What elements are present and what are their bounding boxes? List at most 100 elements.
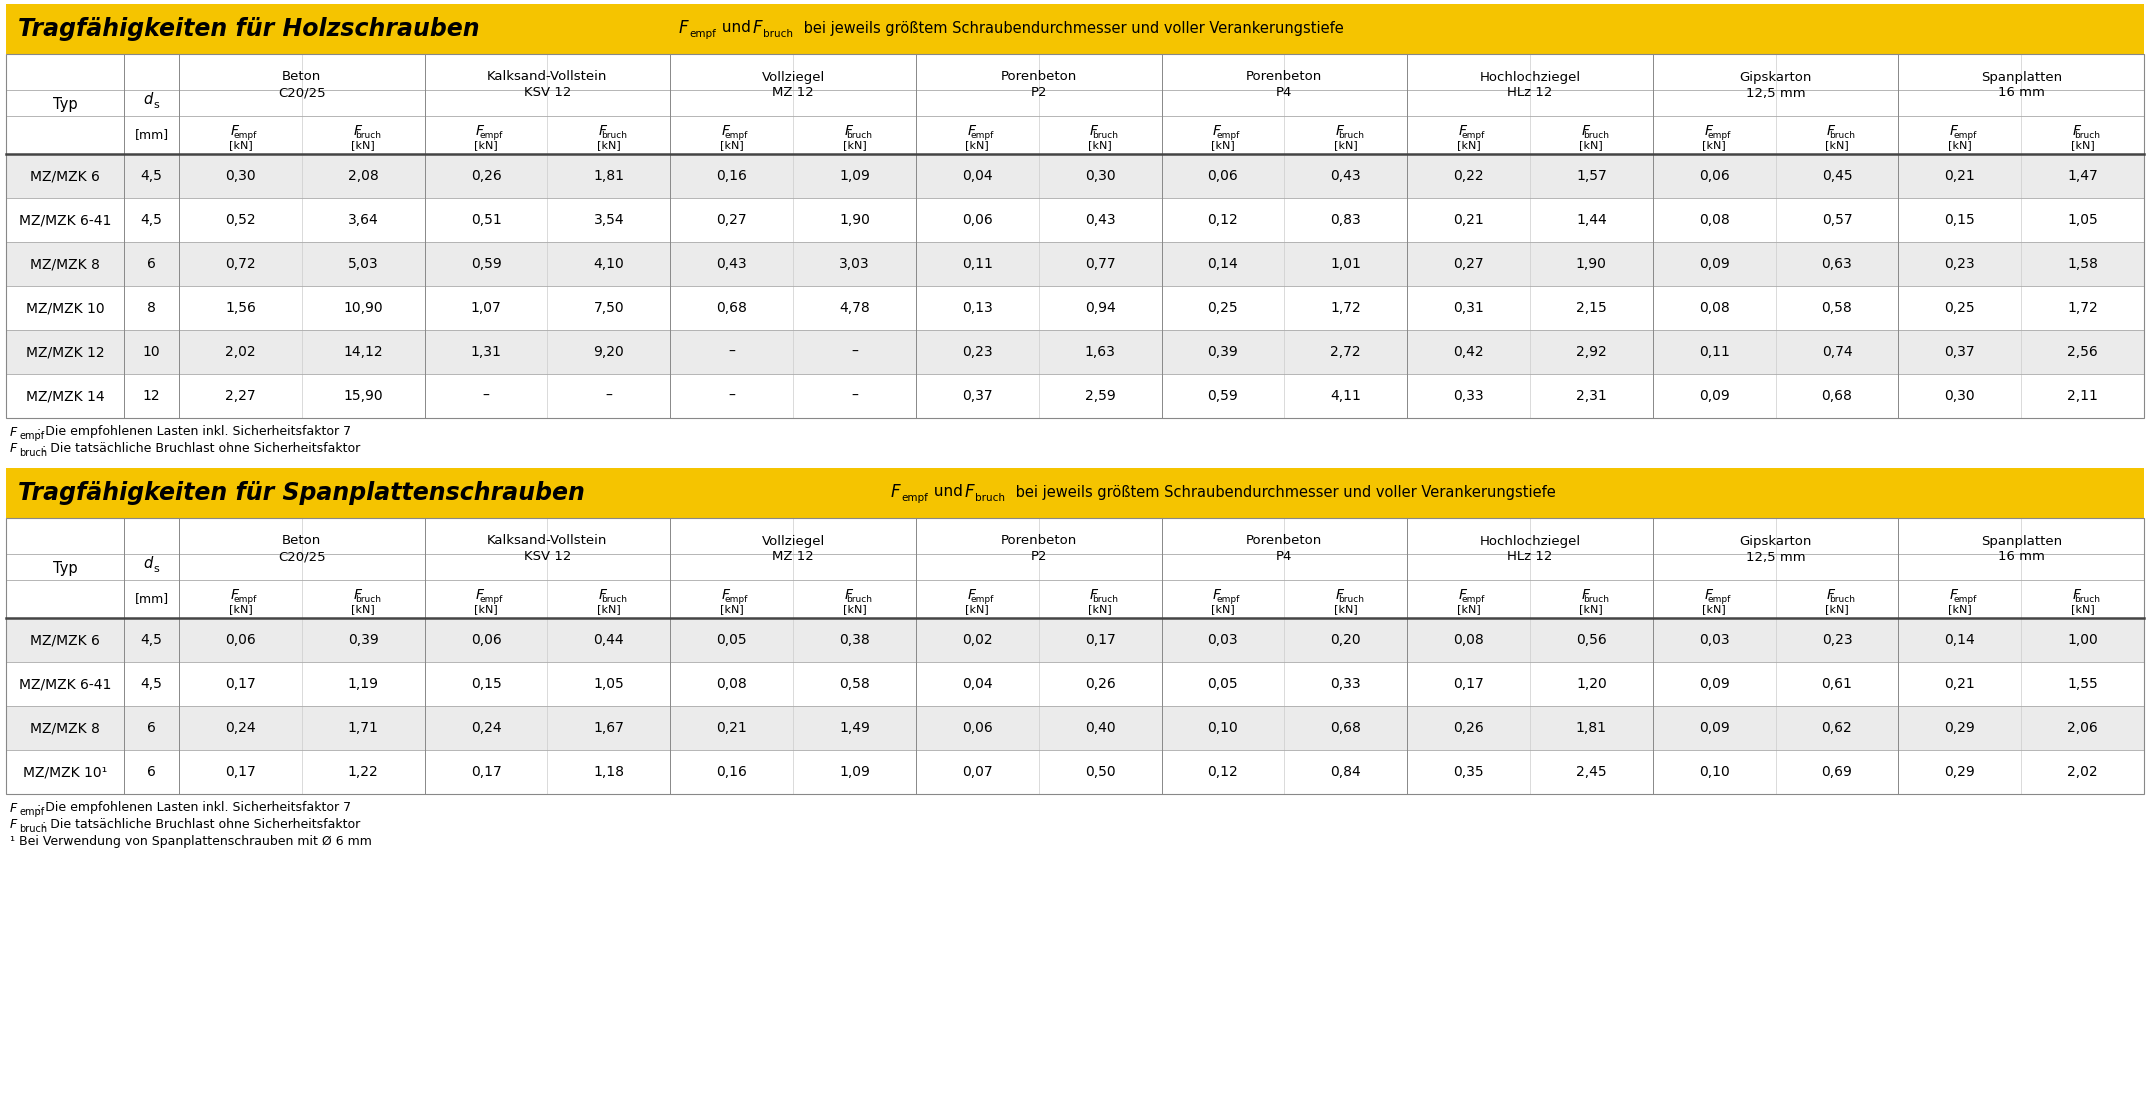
Text: F: F	[11, 802, 17, 814]
Text: bruch: bruch	[1582, 594, 1610, 603]
Text: 7,50: 7,50	[593, 301, 624, 315]
Text: 0,43: 0,43	[716, 257, 746, 271]
Text: empf: empf	[234, 594, 258, 603]
Text: 0,06: 0,06	[1208, 169, 1238, 183]
Text: F: F	[1090, 124, 1099, 138]
Text: F: F	[845, 588, 851, 602]
Text: 0,03: 0,03	[1698, 633, 1729, 647]
Text: 0,69: 0,69	[1821, 765, 1853, 779]
Text: 0,11: 0,11	[1698, 345, 1729, 359]
Text: 0,08: 0,08	[1698, 213, 1729, 227]
Text: F: F	[1213, 124, 1221, 138]
Text: 0,94: 0,94	[1086, 301, 1116, 315]
Text: empf: empf	[19, 807, 45, 817]
Text: 0,20: 0,20	[1331, 633, 1361, 647]
Text: Gipskarton
12,5 mm: Gipskarton 12,5 mm	[1739, 71, 1812, 100]
Text: 0,29: 0,29	[1944, 765, 1976, 779]
Text: F: F	[968, 124, 976, 138]
Text: Tragfähigkeiten für Holzschrauben: Tragfähigkeiten für Holzschrauben	[17, 17, 479, 41]
Text: 4,5: 4,5	[140, 213, 163, 227]
Text: F: F	[11, 442, 17, 456]
Text: bei jeweils größtem Schraubendurchmesser und voller Verankerungstiefe: bei jeweils größtem Schraubendurchmesser…	[1010, 485, 1557, 499]
Text: F: F	[2073, 124, 2081, 138]
Text: 1,31: 1,31	[471, 345, 501, 359]
Text: 0,16: 0,16	[716, 765, 746, 779]
Text: empf: empf	[1952, 131, 1976, 140]
Text: 0,42: 0,42	[1453, 345, 1483, 359]
Text: [kN]: [kN]	[475, 604, 499, 614]
Text: Porenbeton
P4: Porenbeton P4	[1247, 535, 1322, 563]
Text: 0,25: 0,25	[1208, 301, 1238, 315]
Text: bei jeweils größtem Schraubendurchmesser und voller Verankerungstiefe: bei jeweils größtem Schraubendurchmesser…	[800, 20, 1344, 35]
Text: 1,81: 1,81	[593, 169, 624, 183]
Text: 0,26: 0,26	[1453, 721, 1483, 735]
Text: [kN]: [kN]	[350, 140, 374, 150]
Text: 0,51: 0,51	[471, 213, 501, 227]
Text: Vollziegel
MZ 12: Vollziegel MZ 12	[761, 535, 826, 563]
Text: 1,19: 1,19	[348, 676, 378, 691]
Text: 1,71: 1,71	[348, 721, 378, 735]
Text: Beton
C20/25: Beton C20/25	[277, 535, 325, 563]
Text: 15,90: 15,90	[344, 389, 383, 403]
Text: F: F	[1335, 588, 1344, 602]
Text: 0,04: 0,04	[961, 169, 993, 183]
Text: MZ/MZK 12: MZ/MZK 12	[26, 345, 105, 359]
Text: F: F	[230, 124, 239, 138]
Text: 0,08: 0,08	[1453, 633, 1483, 647]
Text: 1,18: 1,18	[593, 765, 624, 779]
Text: [kN]: [kN]	[228, 140, 252, 150]
Text: bruch: bruch	[355, 594, 381, 603]
Text: 0,09: 0,09	[1698, 721, 1729, 735]
Text: [kN]: [kN]	[1333, 140, 1357, 150]
Text: 0,38: 0,38	[838, 633, 871, 647]
Text: 2,06: 2,06	[2066, 721, 2098, 735]
Text: bruch: bruch	[19, 824, 47, 834]
Text: Vollziegel
MZ 12: Vollziegel MZ 12	[761, 71, 826, 100]
Text: 0,05: 0,05	[1208, 676, 1238, 691]
Text: –: –	[482, 389, 490, 403]
Text: MZ/MZK 8: MZ/MZK 8	[30, 721, 99, 735]
Text: 0,07: 0,07	[961, 765, 993, 779]
Text: 0,02: 0,02	[961, 633, 993, 647]
Text: 1,09: 1,09	[838, 765, 871, 779]
Text: 1,07: 1,07	[471, 301, 501, 315]
Text: 0,17: 0,17	[226, 676, 256, 691]
Text: und: und	[716, 20, 757, 35]
Text: 0,29: 0,29	[1944, 721, 1976, 735]
Text: –: –	[729, 345, 735, 359]
Text: 1,09: 1,09	[838, 169, 871, 183]
Text: 0,74: 0,74	[1821, 345, 1853, 359]
Text: 0,17: 0,17	[471, 765, 501, 779]
Text: 0,26: 0,26	[471, 169, 501, 183]
Text: F: F	[353, 588, 361, 602]
Text: 2,56: 2,56	[2066, 345, 2098, 359]
Text: : Die tatsächliche Bruchlast ohne Sicherheitsfaktor: : Die tatsächliche Bruchlast ohne Sicher…	[41, 442, 359, 456]
Text: [kN]: [kN]	[965, 604, 989, 614]
Text: 2,08: 2,08	[348, 169, 378, 183]
Bar	[6, 54, 2144, 418]
Text: bruch: bruch	[847, 594, 873, 603]
Text: empf: empf	[1217, 594, 1241, 603]
Text: [kN]: [kN]	[1210, 140, 1234, 150]
Bar	[6, 750, 2144, 794]
Text: F: F	[600, 588, 606, 602]
Text: 1,44: 1,44	[1576, 213, 1606, 227]
Text: 0,68: 0,68	[1821, 389, 1853, 403]
Text: 2,31: 2,31	[1576, 389, 1606, 403]
Text: [kN]: [kN]	[965, 140, 989, 150]
Text: 1,01: 1,01	[1331, 257, 1361, 271]
Text: 4,10: 4,10	[593, 257, 624, 271]
Text: 4,5: 4,5	[140, 169, 163, 183]
Text: 0,57: 0,57	[1821, 213, 1853, 227]
Text: empf: empf	[19, 431, 45, 441]
Text: 0,58: 0,58	[1821, 301, 1853, 315]
Bar	[6, 4, 2144, 54]
Text: 10: 10	[142, 345, 161, 359]
Text: [kN]: [kN]	[598, 140, 621, 150]
Text: MZ/MZK 14: MZ/MZK 14	[26, 389, 105, 403]
Text: Porenbeton
P2: Porenbeton P2	[1000, 535, 1077, 563]
Text: empf: empf	[1707, 594, 1731, 603]
Text: F: F	[1458, 588, 1466, 602]
Text: 1,20: 1,20	[1576, 676, 1606, 691]
Text: F: F	[2073, 588, 2081, 602]
